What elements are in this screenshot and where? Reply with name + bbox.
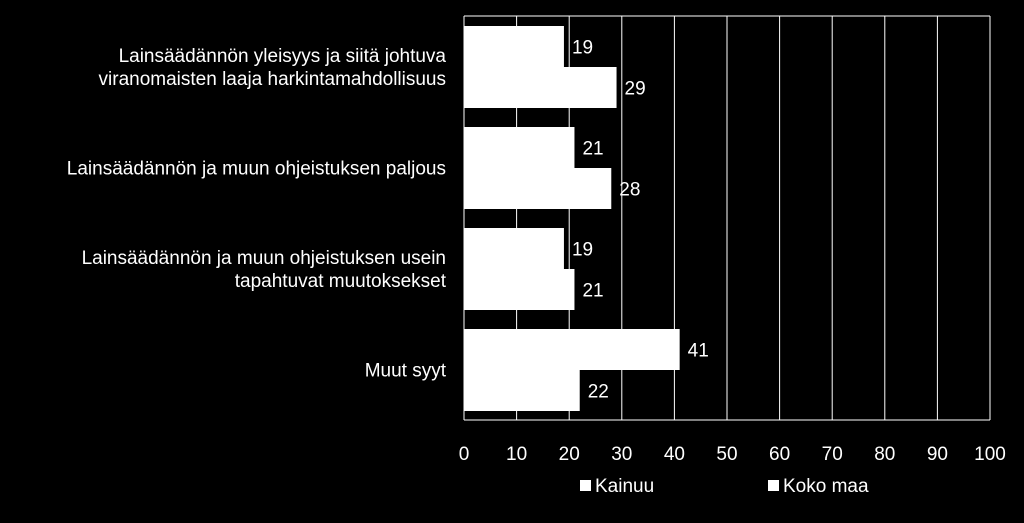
- x-tick-label-20: 20: [559, 444, 580, 465]
- legend-swatch-koko-maa: [768, 480, 779, 491]
- bar-kainuu-2: [464, 228, 564, 269]
- data-label-koko-maa-0: 29: [625, 79, 646, 100]
- x-tick-label-100: 100: [974, 444, 1006, 465]
- legend-swatch-kainuu: [580, 480, 591, 491]
- x-tick-label-50: 50: [716, 444, 737, 465]
- legend-label-koko-maa: Koko maa: [783, 476, 869, 497]
- data-label-koko-maa-1: 28: [619, 180, 640, 201]
- bar-koko-maa-0: [464, 67, 617, 108]
- legend: Kainuu Koko maa: [580, 476, 869, 497]
- bars: [464, 26, 680, 411]
- category-label-1-line-0: Lainsäädännön ja muun ohjeistuksen paljo…: [67, 159, 446, 180]
- x-tick-label-0: 0: [459, 444, 470, 465]
- x-tick-label-70: 70: [822, 444, 843, 465]
- x-axis: 0 10 20 30 40 50 60 70 80 90 100: [459, 444, 1006, 465]
- bar-koko-maa-2: [464, 269, 575, 310]
- x-tick-label-10: 10: [506, 444, 527, 465]
- bar-koko-maa-1: [464, 168, 612, 209]
- data-label-kainuu-1: 21: [582, 139, 603, 160]
- data-label-kainuu-0: 19: [572, 38, 593, 59]
- bar-kainuu-3: [464, 329, 680, 370]
- data-label-koko-maa-2: 21: [582, 281, 603, 302]
- data-label-kainuu-3: 41: [688, 341, 709, 362]
- x-tick-label-30: 30: [611, 444, 632, 465]
- data-label-koko-maa-3: 22: [588, 382, 609, 403]
- x-tick-label-40: 40: [664, 444, 685, 465]
- category-label-3-line-0: Muut syyt: [365, 361, 447, 382]
- category-label-2-line-0: Lainsäädännön ja muun ohjeistuksen usein: [82, 248, 446, 269]
- x-tick-label-80: 80: [874, 444, 895, 465]
- category-label-0-line-1: viranomaisten laaja harkintamahdollisuus: [99, 69, 446, 90]
- category-labels: Lainsäädännön yleisyys ja siitä johtuvav…: [67, 46, 447, 382]
- x-tick-label-60: 60: [769, 444, 790, 465]
- x-tick-label-90: 90: [927, 444, 948, 465]
- data-labels: 19 29 21 28 19 21 41 22: [572, 38, 709, 403]
- bar-kainuu-1: [464, 127, 575, 168]
- bar-koko-maa-3: [464, 370, 580, 411]
- category-label-2-line-1: tapahtuvat muutoksekset: [235, 271, 447, 292]
- bar-kainuu-0: [464, 26, 564, 67]
- category-label-0-line-0: Lainsäädännön yleisyys ja siitä johtuva: [119, 46, 447, 67]
- legend-label-kainuu: Kainuu: [595, 476, 654, 497]
- data-label-kainuu-2: 19: [572, 240, 593, 261]
